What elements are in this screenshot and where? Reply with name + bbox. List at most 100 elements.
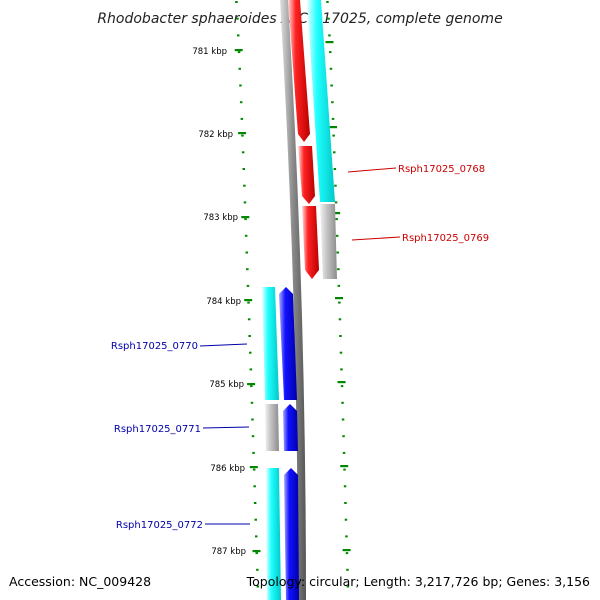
tick-label: 787 kbp: [211, 547, 246, 557]
gene-label-Rsph17025_0769[interactable]: Rsph17025_0769: [402, 233, 489, 244]
ruler-dot: [329, 67, 333, 70]
genome-backbone: [280, 0, 306, 600]
ruler-dot: [237, 34, 240, 37]
ruler-dot: [338, 301, 341, 304]
ruler-dot: [327, 17, 330, 20]
ruler-dot: [249, 351, 252, 354]
cds-feature[interactable]: [307, 0, 335, 202]
ruler-major-tick: [329, 126, 338, 129]
ruler-dot: [252, 451, 255, 454]
gene-arrow-Rsph17025_0769[interactable]: [302, 206, 319, 279]
ruler-dot: [337, 284, 341, 287]
ruler-dot: [238, 67, 241, 70]
ruler-dot: [243, 201, 247, 204]
ruler-dot: [235, 1, 238, 3]
ruler-dot: [250, 401, 254, 404]
ruler-dot: [337, 268, 340, 271]
ruler-dot: [346, 585, 350, 588]
tick-label: 781 kbp: [192, 47, 227, 57]
gene-arrow-Rsph17025_0771[interactable]: [283, 404, 298, 451]
genome-summary-text: Topology: circular; Length: 3,217,726 bp…: [246, 574, 590, 589]
ruler-dot: [345, 552, 349, 555]
ruler-dot: [331, 117, 335, 120]
ruler-dot: [334, 184, 337, 187]
ruler-major-tick: [335, 297, 343, 300]
ruler-dot: [338, 318, 342, 321]
ruler-dot: [244, 234, 248, 237]
tick-labels: 781 kbp 782 kbp 783 kbp 784 kbp 785 kbp …: [192, 47, 246, 557]
ruler-dot: [342, 435, 345, 438]
leader-line: [202, 426, 250, 429]
ruler-dot: [331, 101, 334, 104]
tick-label: 786 kbp: [210, 464, 245, 474]
ruler-major-tick: [234, 49, 243, 52]
ruler-major-tick: [252, 550, 261, 553]
ruler-dot: [243, 184, 246, 187]
ruler-dot: [256, 568, 259, 571]
ruler-dot: [239, 101, 243, 104]
ruler-dot: [344, 518, 348, 521]
ruler-dot: [335, 218, 338, 221]
ruler-dot: [244, 218, 247, 221]
ruler-major-tick: [337, 381, 346, 384]
ruler-dot: [240, 117, 244, 120]
gene-label-Rsph17025_0771[interactable]: Rsph17025_0771: [114, 424, 201, 435]
ruler-dot: [247, 318, 251, 321]
feature-other[interactable]: [265, 404, 279, 451]
ruler-dot: [248, 335, 251, 337]
gene-arrow-Rsph17025_0770[interactable]: [279, 287, 297, 400]
ruler-dot: [336, 251, 339, 254]
ruler-dot: [247, 301, 250, 304]
gene-label-Rsph17025_0768[interactable]: Rsph17025_0768: [398, 164, 485, 175]
ruler-dot: [333, 151, 336, 154]
cds-feature[interactable]: [262, 287, 279, 400]
ruler-dot: [341, 418, 345, 421]
ruler-dot: [253, 485, 256, 488]
tick-label: 783 kbp: [203, 213, 238, 223]
leader-line: [351, 236, 401, 241]
ruler-dot: [254, 518, 257, 521]
ruler-dot: [236, 17, 239, 20]
ruler-major-tick: [244, 299, 253, 302]
ruler-major-tick: [247, 383, 256, 386]
ruler-dot: [345, 535, 348, 538]
ruler-major-tick: [249, 466, 258, 469]
forward-strand-features: [288, 0, 337, 279]
ruler-dot: [241, 134, 244, 137]
gene-arrow-Rsph17025_0768[interactable]: [298, 146, 315, 204]
ruler-dot: [330, 84, 333, 87]
ruler-dot: [332, 134, 335, 137]
ruler-major-tick: [325, 41, 334, 44]
leader-line: [199, 343, 248, 347]
cds-feature[interactable]: [266, 468, 281, 600]
gene-arrow-Rsph17025_0767[interactable]: [288, 0, 310, 142]
ruler-dot: [342, 451, 346, 454]
ruler-dot: [237, 51, 241, 54]
gene-label-Rsph17025_0772[interactable]: Rsph17025_0772: [116, 520, 203, 531]
ruler-dot: [255, 552, 258, 555]
ruler-dot: [251, 435, 255, 438]
ruler-dot: [252, 468, 256, 471]
ruler-dot: [250, 385, 253, 388]
ruler-major-tick: [238, 132, 247, 135]
ruler-dot: [340, 385, 344, 388]
ruler-dot: [343, 468, 346, 471]
ruler-dot: [245, 251, 248, 254]
ruler-dot: [339, 335, 342, 337]
ruler-dot: [329, 51, 332, 54]
ruler-dot: [326, 1, 329, 3]
ruler-dot: [242, 168, 245, 170]
tick-ruler-right: [325, 1, 351, 588]
feature-other[interactable]: [320, 204, 337, 279]
gene-arrow-Rsph17025_0772[interactable]: [284, 468, 299, 600]
ruler-dot: [339, 351, 343, 354]
gene-label-Rsph17025_0770[interactable]: Rsph17025_0770: [111, 341, 198, 352]
ruler-dot: [340, 368, 343, 371]
tick-label: 785 kbp: [209, 380, 244, 390]
ruler-major-tick: [241, 216, 250, 219]
ruler-dot: [328, 34, 331, 37]
ruler-dot: [239, 84, 242, 87]
ruler-dot: [246, 268, 249, 271]
ruler-dot: [344, 502, 347, 504]
